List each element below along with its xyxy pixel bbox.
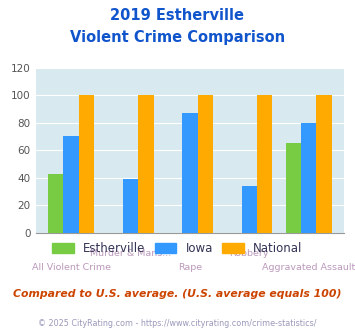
Text: Robbery: Robbery	[230, 249, 269, 258]
Bar	[79, 95, 94, 233]
Bar	[198, 95, 213, 233]
Bar	[257, 95, 273, 233]
Text: © 2025 CityRating.com - https://www.cityrating.com/crime-statistics/: © 2025 CityRating.com - https://www.city…	[38, 319, 317, 328]
Text: Rape: Rape	[178, 263, 202, 272]
Bar	[138, 95, 154, 233]
Text: Murder & Mans...: Murder & Mans...	[90, 249, 171, 258]
Text: 2019 Estherville: 2019 Estherville	[110, 8, 245, 23]
Legend: Estherville, Iowa, National: Estherville, Iowa, National	[48, 237, 307, 260]
Bar	[242, 186, 257, 233]
Bar	[316, 95, 332, 233]
Bar	[285, 143, 301, 233]
Text: Compared to U.S. average. (U.S. average equals 100): Compared to U.S. average. (U.S. average …	[13, 289, 342, 299]
Bar	[301, 123, 316, 233]
Text: Aggravated Assault: Aggravated Assault	[262, 263, 355, 272]
Text: All Violent Crime: All Violent Crime	[32, 263, 111, 272]
Bar	[48, 174, 64, 233]
Text: Violent Crime Comparison: Violent Crime Comparison	[70, 30, 285, 45]
Bar	[123, 179, 138, 233]
Bar	[182, 113, 198, 233]
Bar	[64, 136, 79, 233]
